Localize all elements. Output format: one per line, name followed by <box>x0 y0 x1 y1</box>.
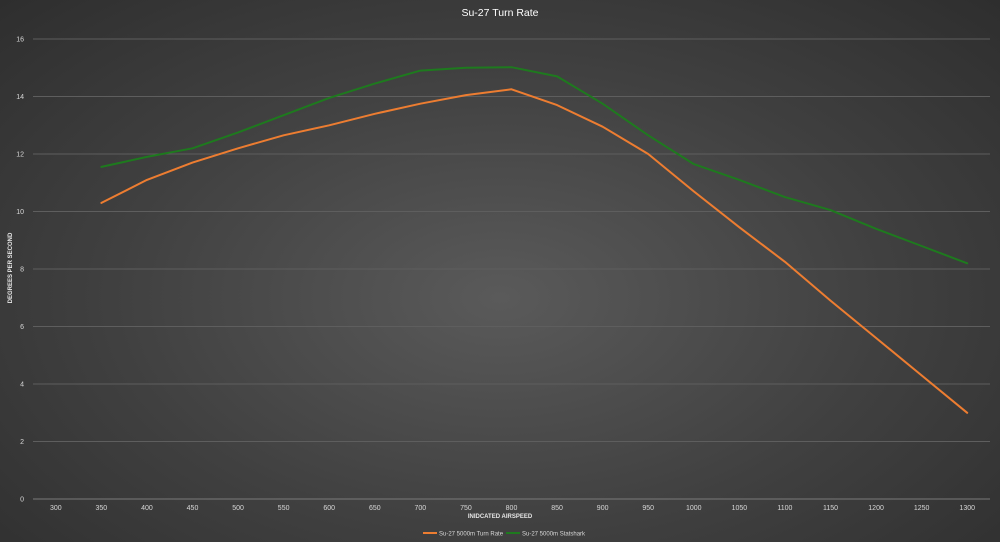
x-tick-label: 800 <box>506 505 518 512</box>
x-axis-title: INIDCATED AIRSPEED <box>468 514 533 520</box>
legend-label-statshark: Su-27 5000m Statshark <box>522 532 586 538</box>
y-tick-label: 6 <box>20 324 24 331</box>
x-tick-label: 1050 <box>732 505 748 512</box>
x-tick-label: 400 <box>141 505 153 512</box>
x-tick-label: 650 <box>369 505 381 512</box>
y-tick-label: 10 <box>16 209 24 216</box>
x-tick-label: 350 <box>96 505 108 512</box>
x-tick-label: 500 <box>232 505 244 512</box>
x-tick-label: 1000 <box>686 505 702 512</box>
y-tick-label: 8 <box>20 267 24 274</box>
x-tick-label: 850 <box>551 505 563 512</box>
y-tick-label: 0 <box>20 497 24 504</box>
chart-title: Su-27 Turn Rate <box>461 7 538 19</box>
x-axis-ticks: 300 350 400 450 500 550 600 650 700 750 800 850 900 9… <box>50 505 975 512</box>
x-tick-label: 450 <box>187 505 199 512</box>
x-tick-label: 600 <box>323 505 335 512</box>
y-axis-title: DEGREES PER SECOND <box>8 232 14 303</box>
x-tick-label: 950 <box>642 505 654 512</box>
y-tick-label: 2 <box>20 439 24 446</box>
legend: Su-27 5000m Turn Rate Su-27 5000m Statsh… <box>423 532 586 538</box>
series-lines <box>100 66 969 414</box>
y-tick-label: 14 <box>16 94 24 101</box>
series-line-1 <box>100 66 969 265</box>
x-tick-label: 700 <box>415 505 427 512</box>
y-tick-label: 12 <box>16 152 24 159</box>
x-tick-label: 900 <box>597 505 609 512</box>
series-line-0 <box>100 88 969 414</box>
y-tick-label: 4 <box>20 382 24 389</box>
x-tick-label: 1100 <box>777 505 792 512</box>
x-tick-label: 1150 <box>823 505 838 512</box>
y-tick-label: 16 <box>16 37 24 44</box>
y-axis-ticks: 0 2 4 6 8 10 12 14 16 <box>16 37 24 504</box>
x-tick-label: 550 <box>278 505 290 512</box>
legend-label-turn-rate: Su-27 5000m Turn Rate <box>439 532 504 538</box>
x-tick-label: 1200 <box>868 505 884 512</box>
x-tick-label: 1250 <box>914 505 930 512</box>
x-tick-label: 750 <box>460 505 472 512</box>
grid-lines <box>33 38 990 500</box>
x-tick-label: 1300 <box>959 505 975 512</box>
x-tick-label: 300 <box>50 505 62 512</box>
